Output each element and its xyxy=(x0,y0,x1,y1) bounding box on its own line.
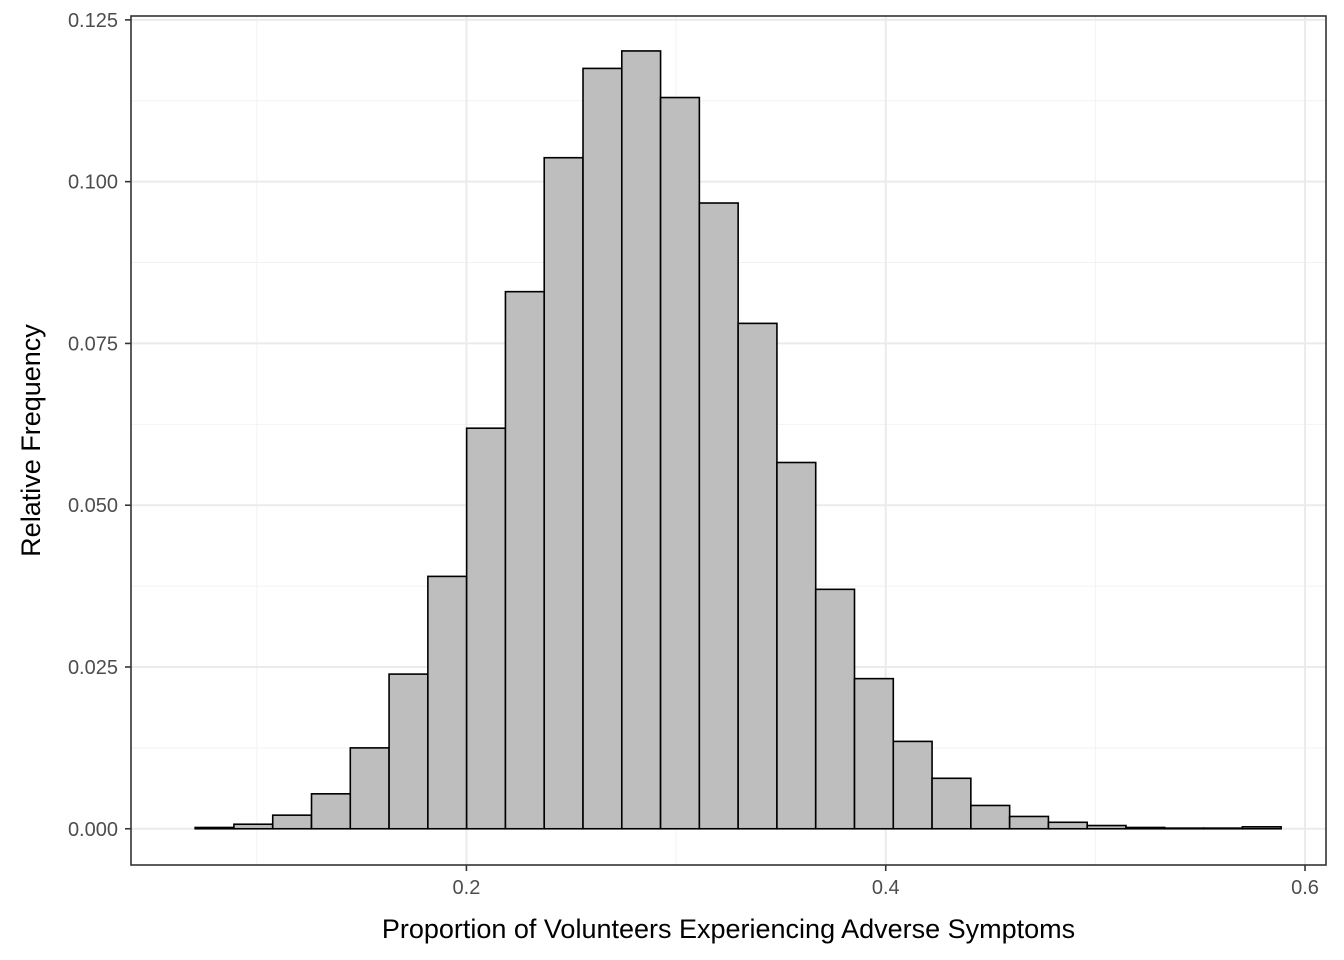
histogram-bar-19 xyxy=(892,740,933,830)
histogram-bar-11 xyxy=(582,67,623,830)
histogram-bar-15 xyxy=(737,322,778,830)
panel-border xyxy=(130,15,1327,866)
y-tick-label: 0.050 xyxy=(68,495,118,517)
histogram-bar-3 xyxy=(271,814,313,830)
histogram-bar-17 xyxy=(814,588,856,830)
histogram-bar-28 xyxy=(1241,826,1282,830)
y-axis: 0.000 0.025 0.050 0.075 0.100 0.125 xyxy=(68,10,131,841)
y-tick-label: 0.025 xyxy=(68,657,118,679)
y-tick-label: 0.000 xyxy=(68,819,118,841)
histogram-bar-18 xyxy=(853,677,895,830)
x-axis-title: Proportion of Volunteers Experiencing Ad… xyxy=(382,914,1075,944)
x-axis: 0.2 0.4 0.6 xyxy=(453,865,1319,899)
histogram-bar-16 xyxy=(776,461,817,830)
histogram-bars xyxy=(194,50,1282,830)
histogram-bar-8 xyxy=(465,427,507,830)
x-tick-label: 0.6 xyxy=(1291,877,1319,899)
histogram-bar-9 xyxy=(504,290,546,830)
histogram-bar-21 xyxy=(970,804,1011,830)
histogram-bar-25 xyxy=(1125,826,1166,830)
histogram-bar-26 xyxy=(1163,827,1205,830)
x-tick-label: 0.2 xyxy=(453,877,481,899)
histogram-bar-4 xyxy=(310,793,352,830)
histogram-bar-27 xyxy=(1202,827,1244,830)
histogram-bar-14 xyxy=(698,202,739,830)
histogram-bar-6 xyxy=(388,673,429,830)
histogram-bar-13 xyxy=(659,96,701,830)
histogram-bar-23 xyxy=(1047,821,1089,830)
y-axis-title: Relative Frequency xyxy=(16,324,46,557)
y-tick-label: 0.100 xyxy=(68,172,118,194)
y-tick-label: 0.125 xyxy=(68,10,118,32)
histogram-bar-12 xyxy=(620,50,662,830)
histogram-bar-7 xyxy=(427,575,468,830)
histogram-bar-20 xyxy=(931,777,972,830)
histogram-bar-5 xyxy=(349,747,390,830)
histogram-bar-2 xyxy=(233,823,274,830)
x-tick-label: 0.4 xyxy=(872,877,900,899)
histogram-bar-22 xyxy=(1008,815,1050,830)
histogram-bar-10 xyxy=(543,156,584,830)
histogram-bar-1 xyxy=(194,826,235,830)
y-tick-label: 0.075 xyxy=(68,333,118,355)
histogram-bar-24 xyxy=(1086,824,1127,830)
